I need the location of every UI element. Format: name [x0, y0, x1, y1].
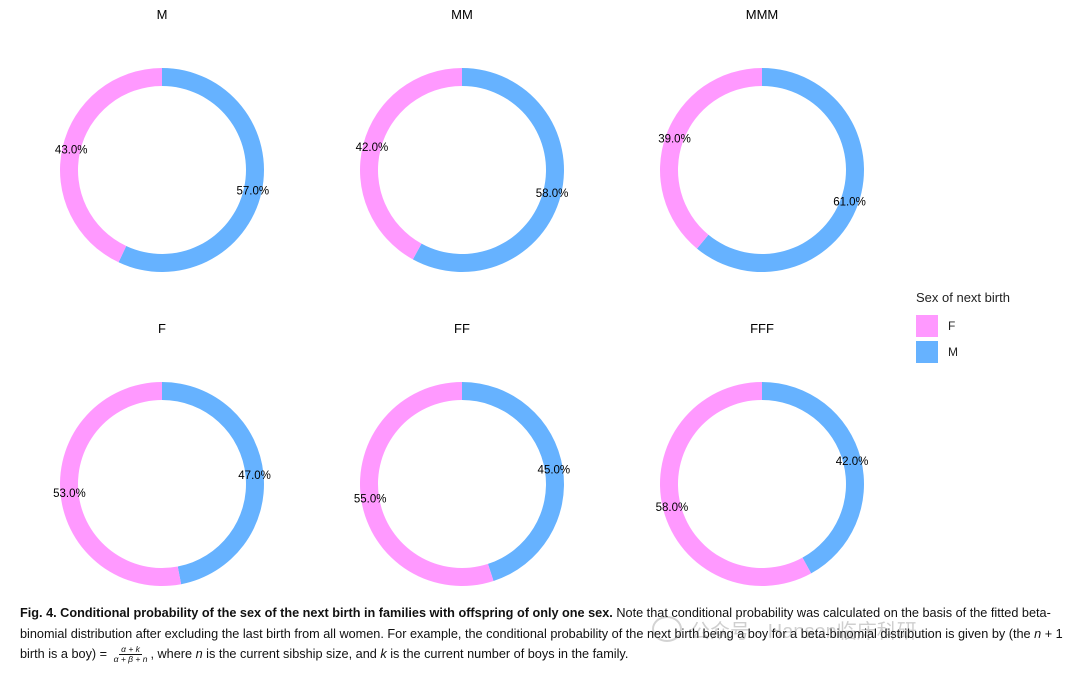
slice-m-mmm — [696, 68, 864, 272]
panel-title-ff: FF — [454, 321, 470, 336]
fraction-denominator: α + β + n — [113, 654, 148, 665]
label-m-ff: 45.0% — [538, 464, 571, 476]
caption-var-n2: n — [195, 647, 203, 661]
label-f-fff: 58.0% — [656, 502, 689, 514]
slice-m-f — [162, 381, 265, 585]
donut-panel-mm: MM 58.0% 42.0% — [356, 7, 569, 272]
label-f-f: 53.0% — [53, 488, 86, 500]
caption-text-3: , where — [150, 647, 196, 661]
legend: Sex of next birth F M — [916, 290, 1010, 365]
donut-panel-mmm: MMM 61.0% 39.0% — [658, 7, 866, 272]
donut-panel-m: M 57.0% 43.0% — [55, 7, 269, 272]
label-f-mm: 42.0% — [356, 142, 389, 154]
caption-bold: Fig. 4. Conditional probability of the s… — [20, 606, 613, 620]
panel-title-mm: MM — [451, 7, 473, 22]
label-m-f: 47.0% — [238, 470, 271, 482]
caption-text-4: is the current sibship size, and — [202, 647, 381, 661]
caption-text-5: is the current number of boys in the fam… — [386, 647, 629, 661]
slice-m-mm — [412, 68, 565, 272]
donut-chart-grid: M 57.0% 43.0% MM 58.0% 42.0% MMM 61.0% 39.0% F 47.… — [53, 7, 869, 586]
panel-title-f: F — [158, 321, 166, 336]
label-f-mmm: 39.0% — [658, 133, 691, 145]
slice-f-ff — [360, 382, 494, 586]
donut-panel-ff: FF 45.0% 55.0% — [354, 321, 570, 586]
slice-m-m — [118, 68, 264, 272]
label-f-m: 43.0% — [55, 145, 88, 157]
legend-label-f: F — [948, 319, 956, 333]
label-m-m: 57.0% — [236, 185, 269, 197]
label-m-fff: 42.0% — [836, 456, 869, 468]
slice-m-fff — [762, 381, 865, 574]
caption-var-k: k — [380, 647, 387, 661]
caption-text-1: Note that conditional probability was ca… — [20, 606, 1051, 641]
figure-caption: Fig. 4. Conditional probability of the s… — [20, 603, 1064, 665]
legend-title: Sex of next birth — [916, 290, 1010, 305]
donut-panel-fff: FFF 42.0% 58.0% — [656, 321, 869, 586]
panel-title-mmm: MMM — [746, 7, 779, 22]
label-m-mmm: 61.0% — [833, 197, 866, 209]
legend-swatch-m — [916, 341, 938, 363]
label-m-mm: 58.0% — [536, 188, 569, 200]
fraction-numerator: α + k — [119, 643, 142, 656]
slice-f-mm — [360, 68, 462, 260]
panel-title-m: M — [157, 7, 168, 22]
caption-var-n1: n — [1034, 626, 1042, 641]
legend-item-f: F — [916, 313, 1010, 339]
slice-m-ff — [462, 382, 564, 582]
donut-panel-f: F 47.0% 53.0% — [53, 321, 271, 586]
legend-item-m: M — [916, 339, 1010, 365]
slice-f-m — [60, 68, 162, 263]
caption-text-2: + 1 birth is a boy) = — [20, 626, 1063, 662]
label-f-ff: 55.0% — [354, 494, 387, 506]
legend-swatch-f — [916, 315, 938, 337]
panel-title-fff: FFF — [750, 321, 774, 336]
slice-f-fff — [660, 382, 812, 586]
legend-label-m: M — [948, 345, 958, 359]
slice-f-mmm — [660, 68, 762, 249]
slice-f-f — [60, 382, 182, 586]
